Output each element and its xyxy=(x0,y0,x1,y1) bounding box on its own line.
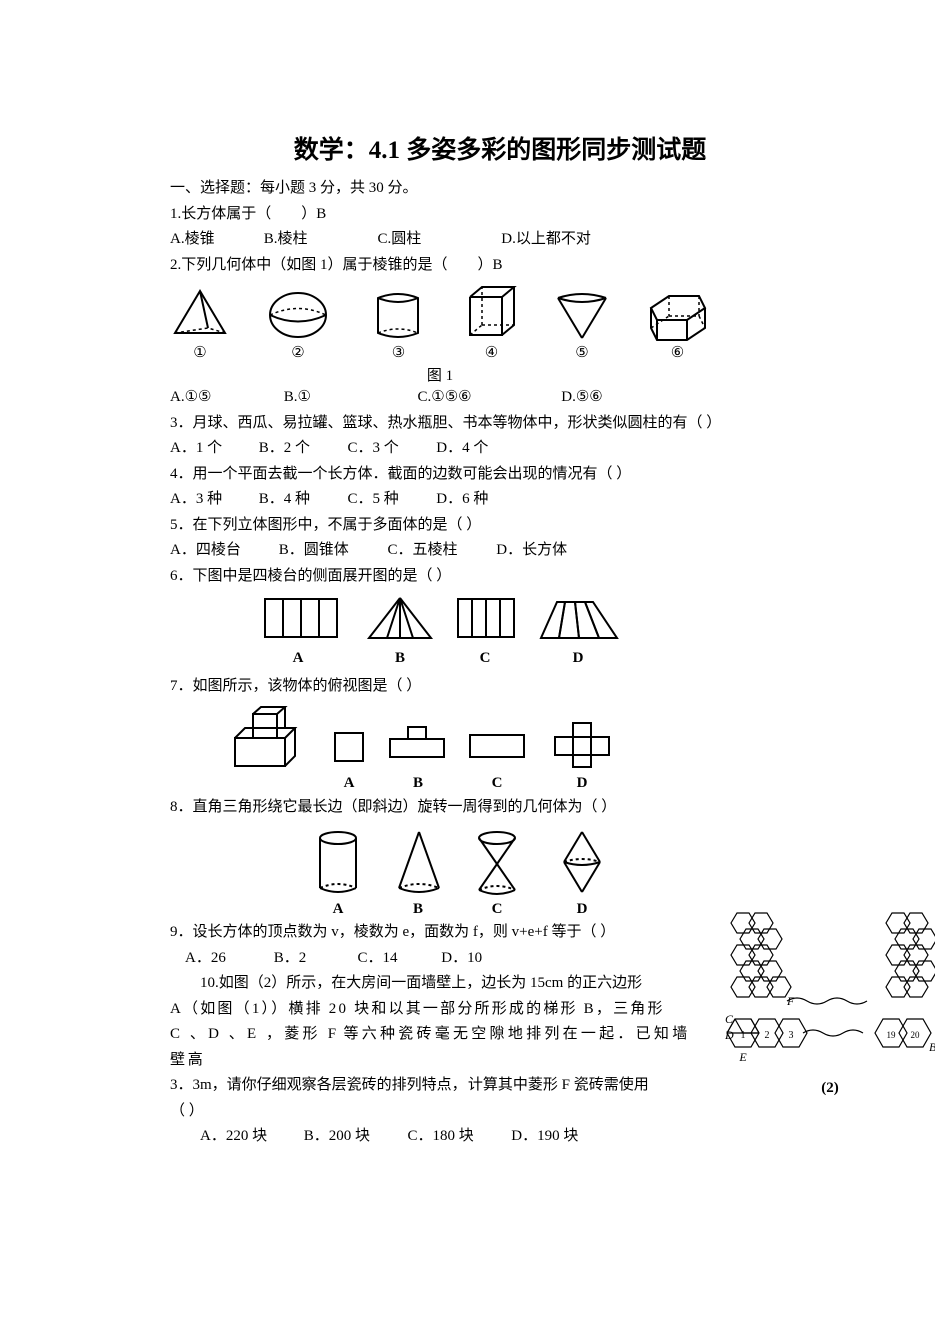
fig1-label-1: ① xyxy=(170,343,230,362)
q10-optC: C．180 块 xyxy=(408,1124,508,1150)
q7-figure: A B C D xyxy=(170,705,830,795)
q10-optA: A．220 块 xyxy=(200,1124,300,1150)
side-label-E: E xyxy=(738,1050,747,1064)
q6-figure: A B C D xyxy=(170,594,830,669)
cuboid-icon xyxy=(464,283,519,343)
q7-labelC: C xyxy=(492,775,503,791)
q8-labelA: A xyxy=(333,901,344,917)
side-figure: C D E F B 1 2 3 19 20 (2) xyxy=(725,905,935,1097)
q10-l1: 10.如图（2）所示，在大房间一面墙壁上，边长为 15cm 的正六边形 xyxy=(170,971,690,997)
side-num-20: 20 xyxy=(911,1030,921,1040)
side-num-19: 19 xyxy=(887,1030,897,1040)
q2-stem: 2.下列几何体中（如图 1）属于棱锥的是（ ）B xyxy=(170,253,830,279)
q10-l3: C 、D 、E ，菱形 F 等六种瓷砖毫无空隙地排列在一起．已知墙壁高 xyxy=(170,1022,690,1073)
q6-labelD: D xyxy=(573,650,584,666)
fig1-shape-4: ④ xyxy=(464,283,519,362)
q6-labelA: A xyxy=(293,650,304,666)
q2-optB: B.① xyxy=(284,385,414,411)
side-num-3: 3 xyxy=(789,1030,794,1041)
q5-optC: C．五棱柱 xyxy=(388,538,493,564)
q4-options: A．3 种 B．4 种 C．5 种 D．6 种 xyxy=(170,487,830,513)
q4-optA: A．3 种 xyxy=(170,487,255,513)
side-num-2: 2 xyxy=(765,1030,770,1041)
q1-options: A.棱锥 B.棱柱 C.圆柱 D.以上都不对 xyxy=(170,227,830,253)
fig1-shape-3: ③ xyxy=(366,288,431,362)
q9-optD: D．10 xyxy=(441,946,482,972)
q3-optA: A．1 个 xyxy=(170,436,255,462)
sidefig-caption: (2) xyxy=(725,1080,935,1097)
q2-optD: D.⑤⑥ xyxy=(561,385,602,411)
q6-options-icon: A B C D xyxy=(260,594,630,669)
q10-optD: D．190 块 xyxy=(511,1124,578,1150)
fig1-label-3: ③ xyxy=(366,343,431,362)
q5-options: A．四棱台 B．圆锥体 C．五棱柱 D．长方体 xyxy=(170,538,830,564)
q8-stem: 8．直角三角形绕它最长边（即斜边）旋转一周得到的几何体为（ ） xyxy=(170,795,830,821)
q9-optB: B．2 xyxy=(274,946,354,972)
fig1-label-4: ④ xyxy=(464,343,519,362)
fig1-shape-6: ⑥ xyxy=(645,288,710,362)
q8-labelD: D xyxy=(577,901,588,917)
q3-options: A．1 个 B．2 个 C．3 个 D．4 个 xyxy=(170,436,830,462)
q7-labelD: D xyxy=(577,775,588,791)
fig1-row: ① ② ③ xyxy=(170,283,710,362)
side-label-B: B xyxy=(929,1040,935,1054)
fig1-shape-2: ② xyxy=(263,288,333,362)
q1-optA: A.棱锥 xyxy=(170,227,260,253)
fig1-caption: 图 1 xyxy=(170,364,710,385)
prism-icon xyxy=(645,288,710,343)
q6-labelB: B xyxy=(395,650,405,666)
q10-l4: 3．3m，请你仔细观察各层瓷砖的排列特点， 计算其中菱形 F 瓷砖需使用 xyxy=(170,1073,690,1099)
q8-labelC: C xyxy=(492,901,503,917)
q3-optD: D．4 个 xyxy=(436,436,488,462)
q3-stem: 3．月球、西瓜、易拉罐、篮球、热水瓶胆、书本等物体中，形状类似圆柱的有（ ） xyxy=(170,411,830,437)
q7-labelA: A xyxy=(344,775,355,791)
q2-optC: C.①⑤⑥ xyxy=(418,385,558,411)
q3-optC: C．3 个 xyxy=(348,436,418,462)
q10-l2: A（如图（1））横排 20 块和以其一部分所形成的梯形 B，三角形 xyxy=(170,997,690,1023)
q4-optC: C．5 种 xyxy=(348,487,433,513)
q5-stem: 5．在下列立体图形中，不属于多面体的是（ ） xyxy=(170,513,830,539)
q1-optB: B.棱柱 xyxy=(264,227,374,253)
q4-stem: 4．用一个平面去截一个长方体．截面的边数可能会出现的情况有（ ） xyxy=(170,462,830,488)
page-title: 数学：4.1 多姿多彩的图形同步测试题 xyxy=(170,130,830,166)
q5-optD: D．长方体 xyxy=(496,538,567,564)
q1-optD: D.以上都不对 xyxy=(501,227,591,253)
side-label-C: C xyxy=(725,1012,734,1026)
cone-icon xyxy=(552,288,612,343)
fig1-label-2: ② xyxy=(263,343,333,362)
q2-options: A.①⑤ B.① C.①⑤⑥ D.⑤⑥ xyxy=(170,385,830,411)
q2-optA: A.①⑤ xyxy=(170,385,280,411)
q9-optC: C．14 xyxy=(358,946,418,972)
q10-l5: （ ） xyxy=(170,1099,690,1125)
q1-optC: C.圆柱 xyxy=(378,227,498,253)
fig1-label-5: ⑤ xyxy=(552,343,612,362)
q7-options-icon: A B C D xyxy=(230,705,660,795)
cylinder-icon xyxy=(366,288,431,343)
q7-labelB: B xyxy=(413,775,423,791)
q7-stem: 7．如图所示，该物体的俯视图是（ ） xyxy=(170,674,830,700)
side-label-F: F xyxy=(786,994,795,1008)
triangular-pyramid-icon xyxy=(170,288,230,343)
section-heading: 一、选择题：每小题 3 分，共 30 分。 xyxy=(170,176,830,202)
side-num-1: 1 xyxy=(741,1030,746,1041)
hex-tiling-icon: C D E F B 1 2 3 19 20 xyxy=(725,905,935,1075)
q1-stem: 1.长方体属于（ ）B xyxy=(170,202,830,228)
q10-options: A．220 块 B．200 块 C．180 块 D．190 块 xyxy=(170,1124,830,1150)
q3-optB: B．2 个 xyxy=(259,436,344,462)
q4-optD: D．6 种 xyxy=(436,487,488,513)
q5-optA: A．四棱台 xyxy=(170,538,275,564)
sphere-icon xyxy=(263,288,333,343)
q6-stem: 6．下图中是四棱台的侧面展开图的是（ ） xyxy=(170,564,830,590)
q6-labelC: C xyxy=(480,650,491,666)
q10-optB: B．200 块 xyxy=(304,1124,404,1150)
fig1-shape-1: ① xyxy=(170,288,230,362)
side-label-D: D xyxy=(725,1028,734,1042)
q4-optB: B．4 种 xyxy=(259,487,344,513)
q5-optB: B．圆锥体 xyxy=(279,538,384,564)
q9-optA: A．26 xyxy=(185,946,270,972)
fig1-shape-5: ⑤ xyxy=(552,288,612,362)
fig1-label-6: ⑥ xyxy=(645,343,710,362)
q8-labelB: B xyxy=(413,901,423,917)
q8-options-icon: A B C D xyxy=(310,825,650,920)
